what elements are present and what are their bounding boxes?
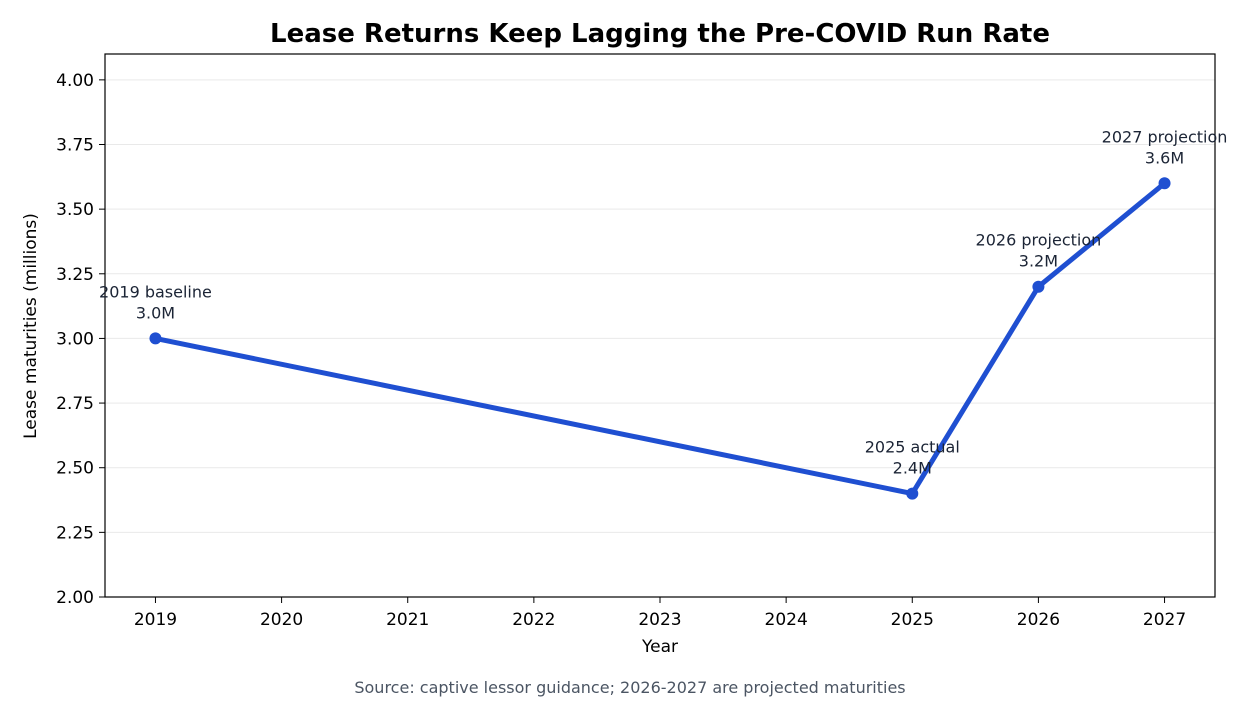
annotation-label: 2027 projection (1102, 127, 1228, 146)
y-tick-label: 2.25 (56, 523, 94, 543)
annotation-value: 2.4M (893, 459, 932, 478)
x-tick-label: 2019 (134, 610, 177, 630)
x-axis-label: Year (641, 637, 678, 657)
x-tick-label: 2026 (1017, 610, 1060, 630)
y-tick-label: 4.00 (56, 71, 94, 91)
x-tick-label: 2023 (638, 610, 681, 630)
y-axis-label: Lease maturities (millions) (21, 213, 41, 439)
axis-ticks: 2.00 2.25 2.50 2.75 3.00 3.25 3.50 3.75 4.00 2019… (56, 71, 1186, 630)
annotation-value: 3.6M (1145, 148, 1184, 167)
y-tick-label: 3.75 (56, 136, 94, 156)
series-line (152, 180, 1168, 497)
annotation-label: 2019 baseline (99, 282, 212, 301)
y-tick-label: 2.50 (56, 459, 94, 479)
x-tick-label: 2022 (512, 610, 555, 630)
x-tick-label: 2027 (1143, 610, 1186, 630)
y-tick-label: 2.75 (56, 394, 94, 414)
annotations: 2019 baseline 3.0M 2025 actual 2.4M 2026 pro… (99, 127, 1227, 477)
series-layer (149, 177, 1171, 500)
annotation-value: 3.0M (136, 303, 175, 322)
data-point (1032, 280, 1045, 293)
gridlines (105, 79, 1215, 598)
x-tick-label: 2025 (891, 610, 934, 630)
y-tick-label: 2.00 (56, 588, 94, 608)
data-point (149, 332, 162, 345)
x-tick-label: 2021 (386, 610, 429, 630)
data-point (906, 487, 919, 500)
y-tick-label: 3.50 (56, 200, 94, 220)
source-note: Source: captive lessor guidance; 2026-20… (354, 678, 905, 697)
y-tick-label: 3.00 (56, 329, 94, 349)
data-point (1158, 177, 1171, 190)
annotation-label: 2026 projection (976, 231, 1102, 250)
annotation-label: 2025 actual (865, 438, 960, 457)
chart-title: Lease Returns Keep Lagging the Pre-COVID… (270, 19, 1050, 49)
y-tick-label: 3.25 (56, 265, 94, 285)
annotation-value: 3.2M (1019, 252, 1058, 271)
x-tick-label: 2024 (765, 610, 808, 630)
x-tick-label: 2020 (260, 610, 303, 630)
